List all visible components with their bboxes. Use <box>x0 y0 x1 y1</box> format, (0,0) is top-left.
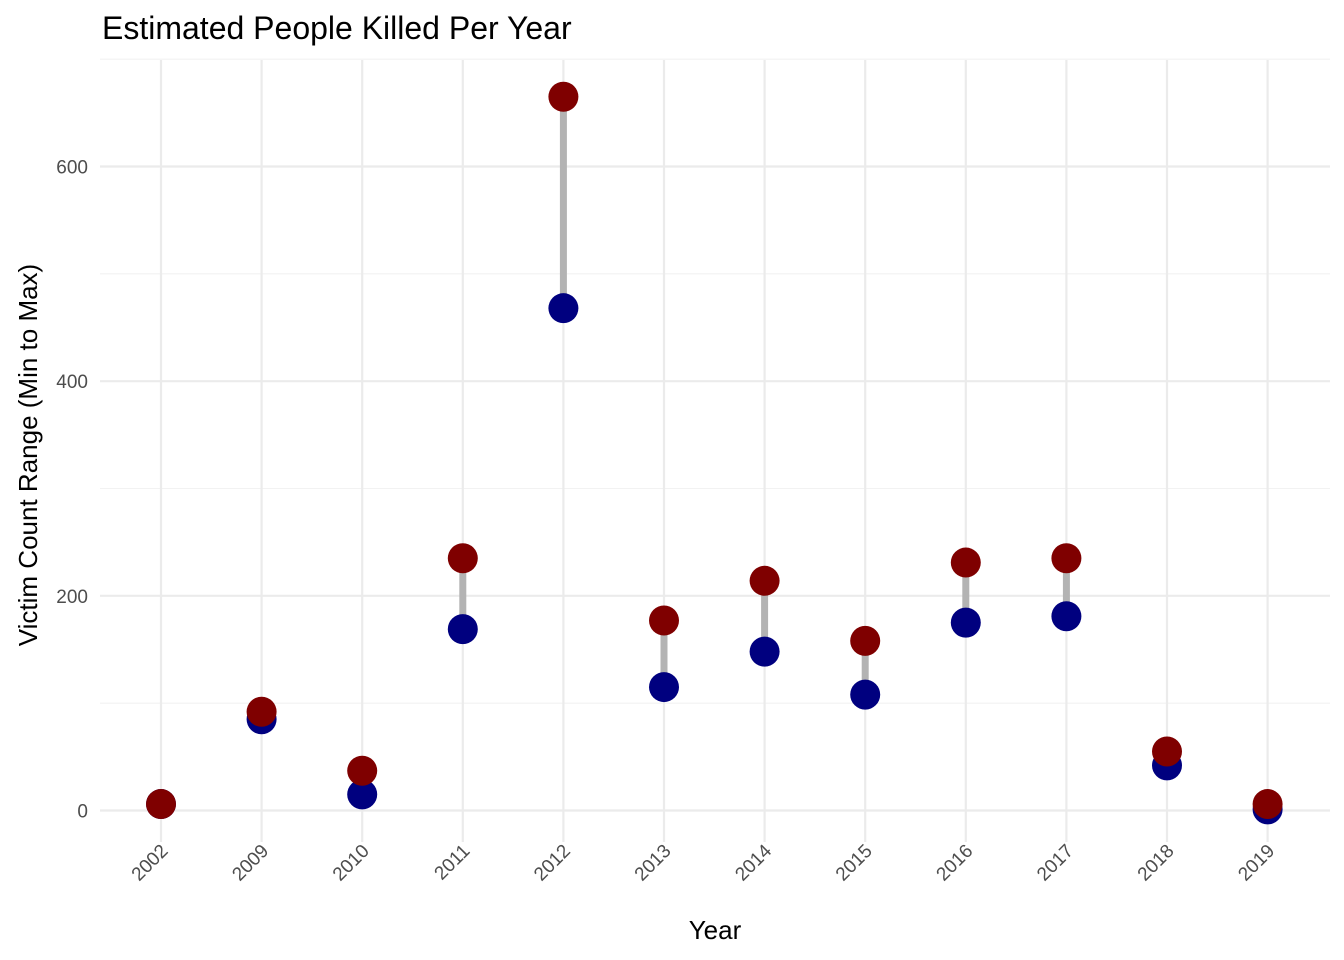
min-point <box>447 614 478 645</box>
min-point <box>850 679 881 710</box>
max-point <box>146 789 176 820</box>
min-point <box>347 779 378 810</box>
max-point <box>347 755 378 786</box>
max-point <box>1152 736 1182 767</box>
x-tick-label: 2009 <box>228 841 273 886</box>
x-tick-label: 2012 <box>530 841 575 886</box>
chart-title: Estimated People Killed Per Year <box>102 10 572 46</box>
max-point <box>950 547 981 578</box>
x-tick-labels: 2002 2009 2010 2011 2012 2013 2014 2015 2016 2017… <box>128 840 1279 885</box>
y-axis-title: Victim Count Range (Min to Max) <box>13 264 43 646</box>
max-point <box>447 543 478 574</box>
x-tick-label: 2016 <box>933 841 978 886</box>
min-point <box>649 672 679 703</box>
y-tick-label: 200 <box>56 587 88 608</box>
x-tick-label: 2013 <box>631 841 676 886</box>
max-point <box>246 696 277 727</box>
max-point <box>1051 543 1082 574</box>
max-point <box>1252 789 1283 820</box>
min-point <box>749 636 780 667</box>
x-tick-label: 2014 <box>731 840 776 885</box>
max-point <box>548 81 579 112</box>
x-axis-title: Year <box>689 915 742 945</box>
x-tick-label: 2002 <box>128 841 173 886</box>
x-tick-label: 2017 <box>1033 841 1078 886</box>
y-tick-labels: 0 200 400 600 <box>56 158 88 823</box>
grid <box>100 58 1330 842</box>
y-tick-label: 400 <box>56 372 88 393</box>
min-point <box>548 293 579 324</box>
data-points <box>146 81 1283 825</box>
y-tick-label: 600 <box>56 158 88 179</box>
max-point <box>649 605 679 636</box>
x-tick-label: 2019 <box>1234 841 1279 886</box>
x-tick-label: 2010 <box>329 841 374 886</box>
min-point <box>950 607 981 638</box>
x-tick-label: 2015 <box>832 841 877 886</box>
x-tick-label: 2018 <box>1134 841 1179 886</box>
max-point <box>749 565 780 596</box>
range-segments <box>258 96 1272 810</box>
y-tick-label: 0 <box>77 802 88 823</box>
x-tick-label: 2011 <box>431 841 475 885</box>
min-point <box>1051 601 1082 632</box>
max-point <box>850 625 881 656</box>
